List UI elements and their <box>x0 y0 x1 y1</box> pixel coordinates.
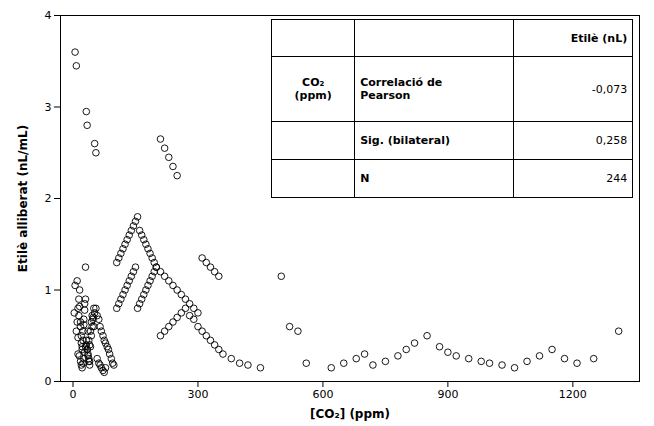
svg-text:300: 300 <box>187 388 208 401</box>
svg-text:1: 1 <box>45 284 52 297</box>
svg-text:0: 0 <box>45 375 52 388</box>
html-text:N: N <box>360 172 370 186</box>
html-text:CO₂ (ppm): CO₂ (ppm) <box>294 76 332 103</box>
svg-text:3: 3 <box>45 101 52 114</box>
html-text:-0,073: -0,073 <box>591 82 628 96</box>
svg-text:600: 600 <box>312 388 333 401</box>
html-text:Etilè (nL): Etilè (nL) <box>570 31 628 45</box>
svg-text:[CO₂] (ppm): [CO₂] (ppm) <box>310 407 390 421</box>
html-text:Sig. (bilateral): Sig. (bilateral) <box>360 134 450 148</box>
html-text:0,258: 0,258 <box>595 134 628 148</box>
svg-text:1200: 1200 <box>559 388 587 401</box>
svg-text:2: 2 <box>45 192 52 205</box>
svg-text:0: 0 <box>69 388 76 401</box>
html-text:Correlació de Pearson: Correlació de Pearson <box>360 76 443 103</box>
html-text:244: 244 <box>606 172 628 186</box>
svg-text:Etilè alliberat (nL/mL): Etilè alliberat (nL/mL) <box>16 125 30 272</box>
svg-text:4: 4 <box>45 9 52 22</box>
svg-text:900: 900 <box>437 388 458 401</box>
